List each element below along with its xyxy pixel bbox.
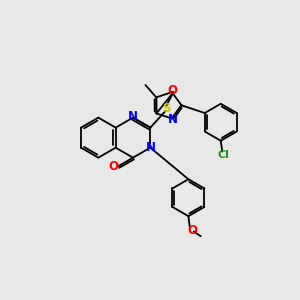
Text: O: O <box>108 160 118 172</box>
Text: O: O <box>168 84 178 97</box>
Text: N: N <box>146 141 156 154</box>
Text: N: N <box>168 113 178 126</box>
Text: N: N <box>128 110 138 123</box>
Text: S: S <box>162 102 171 115</box>
Text: O: O <box>187 224 197 237</box>
Text: Cl: Cl <box>218 150 230 160</box>
